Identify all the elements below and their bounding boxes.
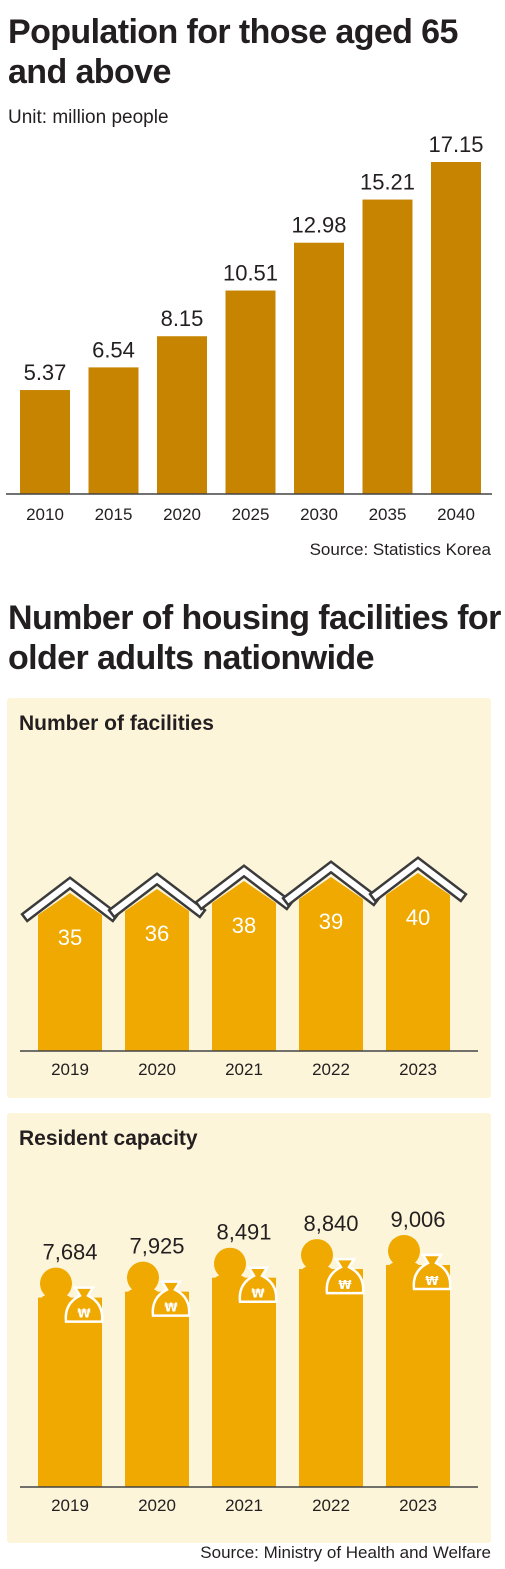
- population-year-label: 2035: [369, 505, 407, 524]
- won-symbol: ₩: [77, 1307, 91, 1321]
- capacity-year-label: 2020: [138, 1496, 176, 1515]
- won-symbol: ₩: [251, 1287, 265, 1301]
- population-value-label: 17.15: [428, 132, 483, 157]
- capacity-value-label: 9,006: [390, 1207, 445, 1232]
- capacity-year-label: 2021: [225, 1496, 263, 1515]
- population-bar: [88, 367, 139, 494]
- won-symbol: ₩: [164, 1301, 178, 1315]
- facility-bar: [212, 881, 276, 1051]
- house-roof-icon-inner: [197, 867, 291, 908]
- capacity-bar: [299, 1269, 363, 1487]
- money-bag: [325, 1257, 365, 1295]
- money-bag: [64, 1286, 104, 1323]
- capacity-bar: [125, 1291, 189, 1487]
- facility-year-label: 2019: [51, 1060, 89, 1079]
- population-year-label: 2020: [163, 505, 201, 524]
- money-bag: [151, 1280, 191, 1317]
- person-shoulders: [212, 1273, 248, 1286]
- population-bar: [225, 290, 276, 494]
- person-shoulders: [38, 1293, 74, 1306]
- population-value-label: 5.37: [24, 360, 67, 385]
- population-value-label: 8.15: [161, 306, 204, 331]
- facility-year-label: 2023: [399, 1060, 437, 1079]
- facility-value-label: 35: [58, 925, 82, 950]
- won-symbol: ₩: [338, 1278, 352, 1292]
- facility-value-label: 38: [232, 913, 256, 938]
- population-bar: [20, 390, 70, 494]
- population-source: Source: Statistics Korea: [309, 540, 491, 559]
- person-shoulders: [299, 1265, 335, 1278]
- house-roof-icon-inner: [371, 859, 465, 900]
- population-value-label: 10.51: [223, 261, 278, 286]
- person-head: [388, 1235, 420, 1267]
- facilities-bar-chart: 35 2019 36 2020 38 2021 39 2022 40 2023: [20, 856, 478, 1079]
- capacity-bar: [38, 1297, 102, 1487]
- person-with-money-bag-icon: ₩: [212, 1247, 278, 1303]
- facilities-panel-title: Number of facilities: [19, 712, 214, 735]
- facility-bar: [125, 889, 189, 1051]
- capacity-year-label: 2023: [399, 1496, 437, 1515]
- won-symbol: ₩: [425, 1274, 439, 1288]
- facility-year-label: 2020: [138, 1060, 176, 1079]
- capacity-value-label: 8,840: [303, 1211, 358, 1236]
- house-roof-icon-inner: [23, 879, 117, 920]
- person-head: [40, 1267, 72, 1300]
- population-year-label: 2040: [437, 505, 475, 524]
- facility-value-label: 40: [406, 905, 430, 930]
- facility-value-label: 39: [319, 909, 343, 934]
- population-value-label: 15.21: [360, 170, 415, 195]
- population-bar: [431, 162, 481, 494]
- person-head: [301, 1239, 333, 1272]
- capacity-year-label: 2022: [312, 1496, 350, 1515]
- population-year-label: 2010: [26, 505, 64, 524]
- person-with-money-bag-icon: ₩: [386, 1235, 452, 1291]
- facility-value-label: 36: [145, 921, 169, 946]
- capacity-panel-title: Resident capacity: [19, 1127, 198, 1150]
- facility-bar: [386, 873, 450, 1051]
- population-chart-title: Population for those aged 65 and above: [8, 13, 458, 91]
- money-bag: [412, 1253, 452, 1291]
- person-shoulders: [386, 1261, 422, 1273]
- capacity-value-label: 7,684: [42, 1240, 97, 1265]
- population-value-label: 6.54: [92, 337, 135, 362]
- capacity-year-label: 2019: [51, 1496, 89, 1515]
- population-bar-chart: 5.37 2010 6.54 2015 8.15 2020 10.51 2025 12.98 20…: [6, 132, 492, 524]
- population-bar: [362, 199, 413, 495]
- person-head: [127, 1261, 159, 1294]
- population-value-label: 12.98: [291, 213, 346, 238]
- facility-bar: [38, 893, 102, 1051]
- house-roof-icon-inner: [110, 875, 204, 916]
- facility-year-label: 2021: [225, 1060, 263, 1079]
- capacity-value-label: 7,925: [129, 1234, 184, 1259]
- population-bar: [294, 242, 344, 494]
- population-year-label: 2030: [300, 505, 338, 524]
- person-with-money-bag-icon: ₩: [38, 1267, 104, 1323]
- capacity-value-label: 8,491: [216, 1220, 271, 1245]
- money-bag: [238, 1266, 278, 1303]
- capacity-bar: [386, 1265, 450, 1487]
- person-with-money-bag-icon: ₩: [299, 1239, 365, 1295]
- person-head: [214, 1247, 246, 1280]
- house-roof-icon-inner: [284, 863, 378, 904]
- population-year-label: 2015: [95, 505, 133, 524]
- person-with-money-bag-icon: ₩: [125, 1261, 191, 1317]
- population-bar: [157, 336, 207, 494]
- person-shoulders: [125, 1287, 161, 1300]
- population-year-label: 2025: [232, 505, 270, 524]
- population-unit-label: Unit: million people: [8, 107, 169, 128]
- housing-source: Source: Ministry of Health and Welfare: [200, 1543, 491, 1562]
- capacity-bar: [212, 1277, 276, 1487]
- housing-section-title: Number of housing facilities for older a…: [8, 599, 501, 677]
- facility-year-label: 2022: [312, 1060, 350, 1079]
- facility-bar: [299, 877, 363, 1051]
